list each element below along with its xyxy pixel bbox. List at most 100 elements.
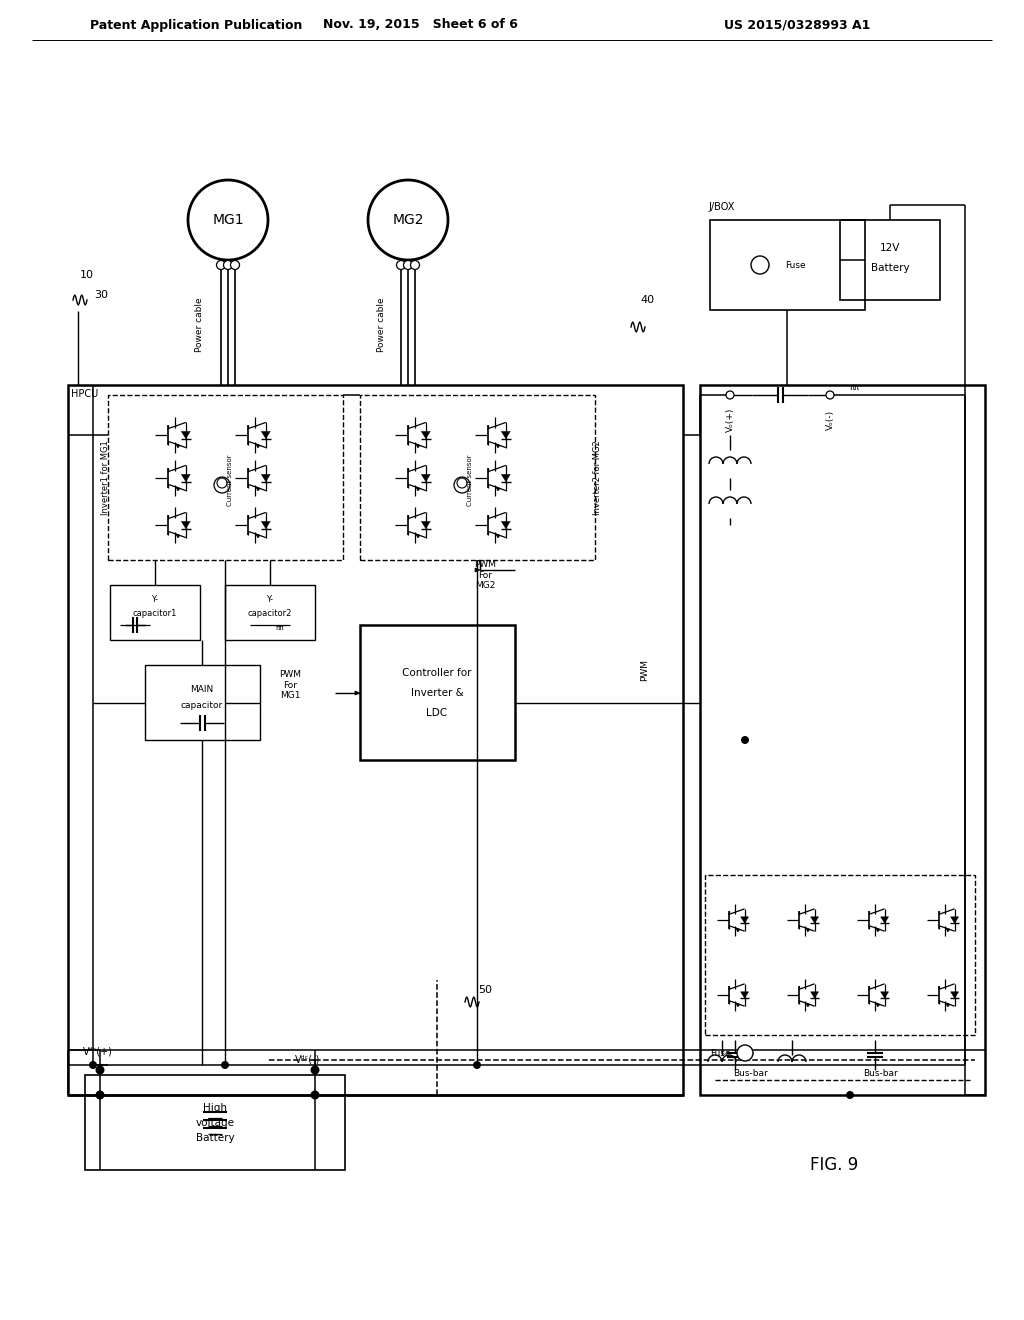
Text: Vₒ(-): Vₒ(-) xyxy=(825,411,835,430)
Polygon shape xyxy=(421,474,430,482)
Polygon shape xyxy=(261,521,270,528)
Text: HPCU: HPCU xyxy=(71,389,98,399)
Text: 40: 40 xyxy=(640,294,654,305)
Text: Battery: Battery xyxy=(196,1133,234,1143)
Text: Power cable: Power cable xyxy=(378,298,386,352)
Bar xyxy=(840,220,940,300)
Polygon shape xyxy=(740,917,749,923)
Polygon shape xyxy=(496,487,500,491)
Text: Vᵈᶜ(-): Vᵈᶜ(-) xyxy=(295,1055,321,1065)
Polygon shape xyxy=(181,432,190,438)
Polygon shape xyxy=(950,991,958,998)
Circle shape xyxy=(737,1045,753,1061)
Circle shape xyxy=(223,260,232,269)
Polygon shape xyxy=(261,432,270,438)
Circle shape xyxy=(751,256,769,275)
Text: Y-: Y- xyxy=(152,595,159,605)
Text: Patent Application Publication: Patent Application Publication xyxy=(90,18,302,32)
Bar xyxy=(110,585,200,640)
Polygon shape xyxy=(740,991,749,998)
Bar xyxy=(700,385,985,1096)
Circle shape xyxy=(95,1065,104,1074)
Polygon shape xyxy=(416,444,420,447)
Circle shape xyxy=(741,737,749,744)
Polygon shape xyxy=(256,444,260,447)
Polygon shape xyxy=(416,535,420,537)
Polygon shape xyxy=(876,928,880,932)
Polygon shape xyxy=(811,991,818,998)
Text: PWM
For
MG1: PWM For MG1 xyxy=(279,671,301,700)
Text: LDC: LDC xyxy=(426,708,447,718)
Text: US 2015/0328993 A1: US 2015/0328993 A1 xyxy=(724,18,870,32)
Text: Current sensor: Current sensor xyxy=(467,454,473,506)
Circle shape xyxy=(473,1061,481,1069)
Polygon shape xyxy=(876,1003,880,1007)
Bar xyxy=(85,1074,345,1170)
Circle shape xyxy=(214,477,230,492)
Polygon shape xyxy=(421,432,430,438)
Polygon shape xyxy=(502,474,510,482)
Polygon shape xyxy=(256,487,260,491)
Text: Fuse: Fuse xyxy=(785,260,806,269)
Circle shape xyxy=(454,477,470,492)
Polygon shape xyxy=(176,444,180,447)
Circle shape xyxy=(310,1090,319,1100)
Text: Power cable: Power cable xyxy=(196,298,205,352)
Text: Inverter1 for MG1: Inverter1 for MG1 xyxy=(100,441,110,515)
Bar xyxy=(108,395,343,560)
Bar xyxy=(360,624,515,760)
Text: Inverter &: Inverter & xyxy=(411,688,464,698)
Circle shape xyxy=(221,1061,229,1069)
Text: voltage: voltage xyxy=(196,1118,234,1129)
Circle shape xyxy=(217,478,227,488)
Polygon shape xyxy=(811,917,818,923)
Circle shape xyxy=(411,260,420,269)
Bar xyxy=(705,875,975,1035)
Text: Fuse: Fuse xyxy=(711,1048,731,1057)
Text: capacitor: capacitor xyxy=(181,701,223,710)
Polygon shape xyxy=(176,487,180,491)
Polygon shape xyxy=(806,928,810,932)
Circle shape xyxy=(403,260,413,269)
Circle shape xyxy=(188,180,268,260)
Circle shape xyxy=(95,1090,104,1100)
Polygon shape xyxy=(261,474,270,482)
Circle shape xyxy=(457,478,467,488)
Circle shape xyxy=(216,260,225,269)
Polygon shape xyxy=(355,690,360,696)
Bar xyxy=(360,395,595,560)
Text: 50: 50 xyxy=(478,985,492,995)
Bar xyxy=(145,665,260,741)
Text: Bus-bar: Bus-bar xyxy=(732,1068,767,1077)
Circle shape xyxy=(368,180,449,260)
Circle shape xyxy=(726,391,734,399)
Polygon shape xyxy=(946,928,950,932)
Text: 10: 10 xyxy=(80,271,94,280)
Text: ππ: ππ xyxy=(275,624,285,631)
Text: PWM: PWM xyxy=(640,659,649,681)
Bar xyxy=(68,385,683,1096)
Circle shape xyxy=(396,260,406,269)
Text: High: High xyxy=(203,1104,227,1113)
Polygon shape xyxy=(416,487,420,491)
Text: PWM
For
MG2: PWM For MG2 xyxy=(474,560,496,590)
Text: Battery: Battery xyxy=(870,263,909,273)
Polygon shape xyxy=(181,521,190,528)
Text: MAIN: MAIN xyxy=(190,685,214,694)
Circle shape xyxy=(826,391,834,399)
Polygon shape xyxy=(736,1003,740,1007)
Text: Inverter2 for MG2: Inverter2 for MG2 xyxy=(594,441,602,515)
Polygon shape xyxy=(181,474,190,482)
Polygon shape xyxy=(950,917,958,923)
Polygon shape xyxy=(496,444,500,447)
Text: Vₒ(+): Vₒ(+) xyxy=(725,408,734,432)
Text: J/BOX: J/BOX xyxy=(708,202,734,213)
Text: MG1: MG1 xyxy=(212,213,244,227)
Polygon shape xyxy=(496,535,500,537)
Text: capacitor2: capacitor2 xyxy=(248,610,292,619)
Polygon shape xyxy=(475,568,480,572)
Circle shape xyxy=(846,1092,854,1100)
Text: ππ: ππ xyxy=(850,383,860,392)
Text: 12V: 12V xyxy=(880,243,900,253)
Bar xyxy=(710,220,865,310)
